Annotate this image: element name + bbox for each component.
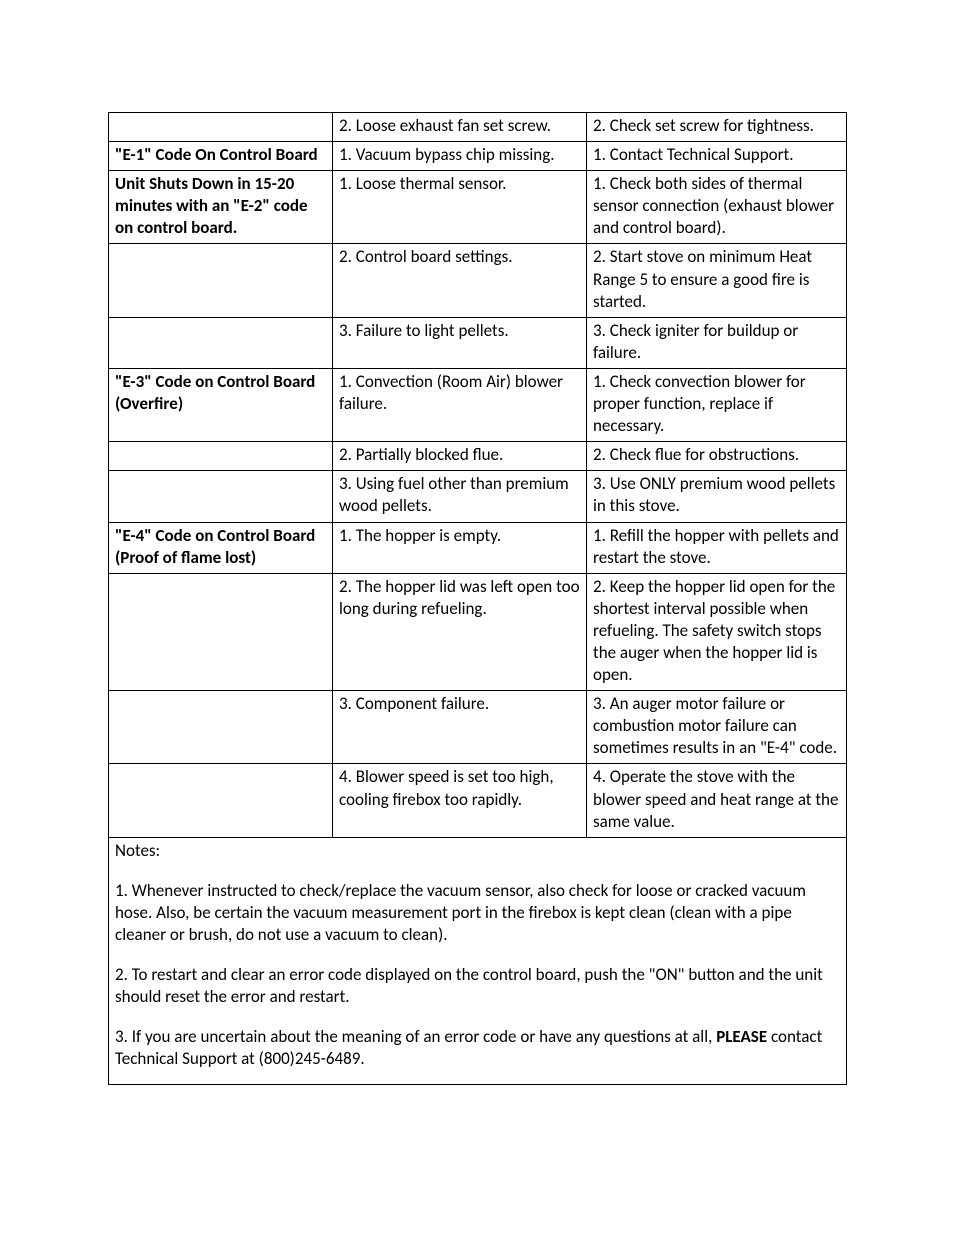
table-row: 2. Loose exhaust fan set screw.2. Check … — [109, 113, 847, 142]
symptom-cell — [109, 471, 333, 522]
symptom-cell: "E-4" Code on Control Board (Proof of fl… — [109, 522, 333, 573]
remedy-cell: 2. Check flue for obstructions. — [587, 442, 847, 471]
table-row: "E-4" Code on Control Board (Proof of fl… — [109, 522, 847, 573]
remedy-cell: 2. Keep the hopper lid open for the shor… — [587, 573, 847, 690]
symptom-cell — [109, 691, 333, 764]
symptom-cell — [109, 113, 333, 142]
notes-row: Notes: 1. Whenever instructed to check/r… — [109, 837, 847, 1085]
notes-heading: Notes: — [115, 840, 840, 862]
cause-cell: 2. Partially blocked flue. — [333, 442, 587, 471]
symptom-cell — [109, 573, 333, 690]
cause-cell: 1. Convection (Room Air) blower failure. — [333, 368, 587, 441]
troubleshoot-table: 2. Loose exhaust fan set screw.2. Check … — [108, 112, 847, 1085]
remedy-cell: 4. Operate the stove with the blower spe… — [587, 764, 847, 837]
table-row: 2. Partially blocked flue.2. Check flue … — [109, 442, 847, 471]
table-row: "E-1" Code On Control Board1. Vacuum byp… — [109, 142, 847, 171]
notes-body: Notes: 1. Whenever instructed to check/r… — [109, 837, 847, 1085]
note-2: 2. To restart and clear an error code di… — [115, 964, 840, 1008]
symptom-cell: "E-1" Code On Control Board — [109, 142, 333, 171]
cause-cell: 1. Vacuum bypass chip missing. — [333, 142, 587, 171]
notes-cell: Notes: 1. Whenever instructed to check/r… — [109, 837, 847, 1085]
table-row: 2. Control board settings.2. Start stove… — [109, 244, 847, 317]
table-row: 4. Blower speed is set too high, cooling… — [109, 764, 847, 837]
note-1: 1. Whenever instructed to check/replace … — [115, 880, 840, 946]
table-row: 3. Using fuel other than premium wood pe… — [109, 471, 847, 522]
page: 2. Loose exhaust fan set screw.2. Check … — [0, 0, 954, 1235]
table-row: Unit Shuts Down in 15-20 minutes with an… — [109, 171, 847, 244]
cause-cell: 3. Component failure. — [333, 691, 587, 764]
symptom-cell — [109, 317, 333, 368]
remedy-cell: 3. Check igniter for buildup or failure. — [587, 317, 847, 368]
table-row: 3. Component failure.3. An auger motor f… — [109, 691, 847, 764]
symptom-cell — [109, 764, 333, 837]
remedy-cell: 1. Check convection blower for proper fu… — [587, 368, 847, 441]
remedy-cell: 2. Start stove on minimum Heat Range 5 t… — [587, 244, 847, 317]
cause-cell: 2. The hopper lid was left open too long… — [333, 573, 587, 690]
table-row: 3. Failure to light pellets.3. Check ign… — [109, 317, 847, 368]
table-row: "E-3" Code on Control Board (Overfire)1.… — [109, 368, 847, 441]
remedy-cell: 1. Refill the hopper with pellets and re… — [587, 522, 847, 573]
remedy-cell: 3. An auger motor failure or combustion … — [587, 691, 847, 764]
cause-cell: 3. Failure to light pellets. — [333, 317, 587, 368]
table-row: 2. The hopper lid was left open too long… — [109, 573, 847, 690]
symptom-cell — [109, 244, 333, 317]
remedy-cell: 1. Contact Technical Support. — [587, 142, 847, 171]
symptom-cell: Unit Shuts Down in 15-20 minutes with an… — [109, 171, 333, 244]
cause-cell: 1. Loose thermal sensor. — [333, 171, 587, 244]
note-3-pre: 3. If you are uncertain about the meanin… — [115, 1026, 716, 1047]
remedy-cell: 1. Check both sides of thermal sensor co… — [587, 171, 847, 244]
cause-cell: 2. Loose exhaust fan set screw. — [333, 113, 587, 142]
note-3: 3. If you are uncertain about the meanin… — [115, 1026, 840, 1070]
cause-cell: 2. Control board settings. — [333, 244, 587, 317]
cause-cell: 4. Blower speed is set too high, cooling… — [333, 764, 587, 837]
remedy-cell: 2. Check set screw for tightness. — [587, 113, 847, 142]
cause-cell: 1. The hopper is empty. — [333, 522, 587, 573]
table-body: 2. Loose exhaust fan set screw.2. Check … — [109, 113, 847, 838]
symptom-cell: "E-3" Code on Control Board (Overfire) — [109, 368, 333, 441]
cause-cell: 3. Using fuel other than premium wood pe… — [333, 471, 587, 522]
remedy-cell: 3. Use ONLY premium wood pellets in this… — [587, 471, 847, 522]
symptom-cell — [109, 442, 333, 471]
note-3-bold: PLEASE — [716, 1026, 767, 1047]
